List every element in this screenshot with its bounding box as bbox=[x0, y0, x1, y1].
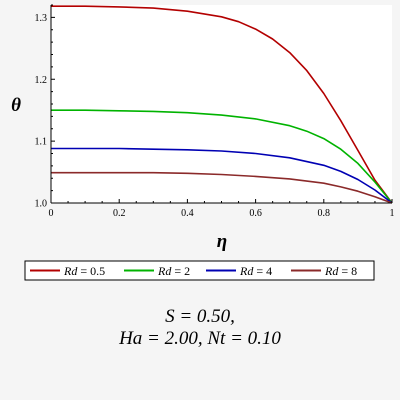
series-line-0 bbox=[51, 5, 393, 204]
legend-label-2: Rd = 4 bbox=[239, 264, 272, 278]
y-axis-title: θ bbox=[11, 95, 21, 116]
legend-label-3: Rd = 8 bbox=[324, 264, 357, 278]
x-tick-label: 1 bbox=[390, 208, 395, 219]
x-tick-label: 0 bbox=[49, 208, 54, 219]
caption-line-2: Ha = 2.00, Nt = 0.10 bbox=[119, 328, 281, 349]
legend-box bbox=[24, 260, 375, 281]
y-tick-label: 1.2 bbox=[35, 75, 48, 86]
x-axis-title: η bbox=[217, 231, 227, 252]
ticks: 0 0.2 0.4 0.6 0.8 1 1.0 1.1 1.2 1.3 bbox=[35, 4, 395, 219]
x-tick-label: 0.6 bbox=[249, 208, 262, 219]
series-lines bbox=[51, 5, 393, 204]
series-line-3 bbox=[51, 171, 393, 204]
y-tick-label: 1.3 bbox=[35, 13, 48, 24]
y-tick-label: 1.1 bbox=[35, 137, 48, 148]
series-line-1 bbox=[51, 109, 393, 204]
y-tick-label: 1.0 bbox=[35, 199, 48, 210]
x-tick-label: 0.2 bbox=[113, 208, 126, 219]
x-tick-label: 0.8 bbox=[318, 208, 331, 219]
caption-line-1: S = 0.50, bbox=[165, 306, 235, 327]
x-tick-label: 0.4 bbox=[181, 208, 194, 219]
legend: Rd = 0.5 Rd = 2 Rd = 4 Rd = 8 bbox=[24, 260, 375, 281]
legend-label-0: Rd = 0.5 bbox=[63, 264, 105, 278]
legend-label-1: Rd = 2 bbox=[157, 264, 190, 278]
series-line-2 bbox=[51, 147, 393, 204]
